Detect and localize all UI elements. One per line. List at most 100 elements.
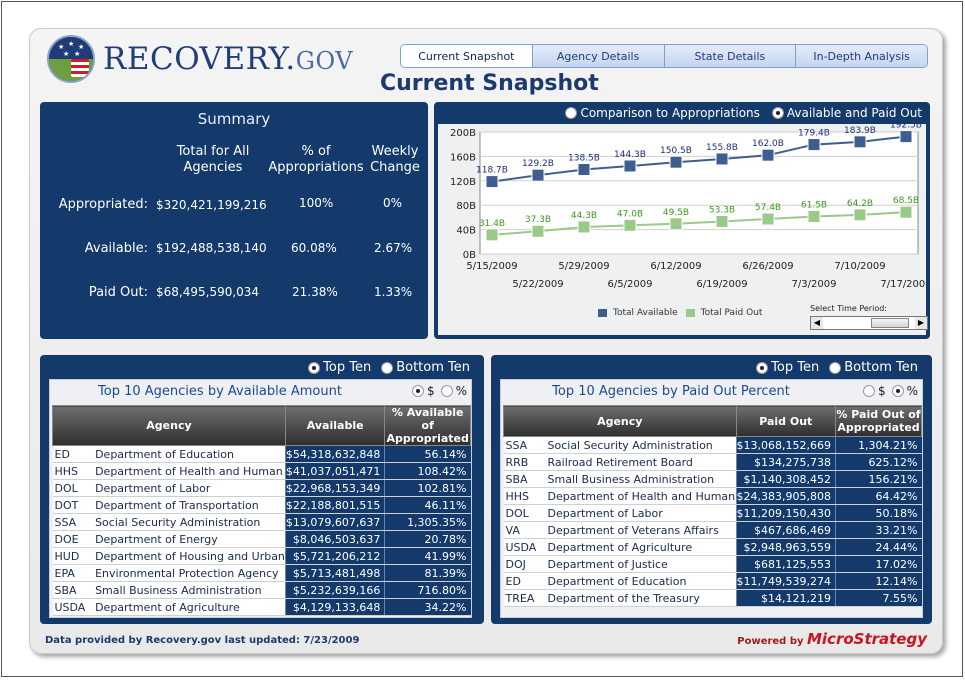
scroll-right-icon[interactable]: ▶ bbox=[915, 317, 927, 329]
table-row[interactable]: SBA Small Business Administration $5,232,6… bbox=[52, 581, 471, 599]
scroll-left-icon[interactable]: ◀ bbox=[811, 317, 823, 329]
x-tick-label: 7/10/2009 bbox=[834, 261, 885, 272]
table-row[interactable]: USDA Department of Agriculture $2,948,963,… bbox=[503, 538, 922, 556]
radio-comparison-appropriations[interactable]: Comparison to Appropriations bbox=[565, 106, 760, 120]
x-tick-label: 5/29/2009 bbox=[558, 261, 609, 272]
data-label: 144.3B bbox=[614, 150, 646, 160]
radio-top-ten[interactable]: Top Ten bbox=[308, 360, 371, 375]
percent-cell: 102.81% bbox=[384, 479, 471, 497]
percent-cell: 17.02% bbox=[835, 555, 922, 573]
table-row[interactable]: ED Department of Education $11,749,539,274… bbox=[503, 572, 922, 590]
x-tick-label: 7/3/2009 bbox=[792, 279, 837, 290]
x-tick-label: 6/26/2009 bbox=[742, 261, 793, 272]
table-row[interactable]: ED Department of Education $54,318,632,848… bbox=[52, 445, 471, 463]
tab-in-depth-analysis[interactable]: In-Depth Analysis bbox=[795, 45, 927, 67]
x-tick-label: 6/5/2009 bbox=[608, 279, 653, 290]
percent-cell: 716.80% bbox=[384, 581, 471, 599]
amount-cell: $5,721,206,212 bbox=[284, 547, 385, 565]
y-tick-label: 120B bbox=[450, 177, 476, 188]
y-tick-label: 200B bbox=[450, 128, 476, 139]
data-point bbox=[531, 168, 545, 182]
amount-cell: $22,968,153,349 bbox=[284, 479, 385, 497]
col-agency[interactable]: Agency bbox=[503, 405, 737, 437]
data-label: 129.2B bbox=[522, 159, 554, 169]
table-row[interactable]: SSA Social Security Administration $13,068… bbox=[503, 436, 922, 454]
header-weekly-change: Weekly Change bbox=[370, 144, 420, 175]
y-tick-label: 0B bbox=[463, 250, 476, 261]
agency-name: Social Security Administration bbox=[545, 436, 737, 454]
agency-name: Department of Transportation bbox=[93, 496, 286, 514]
table-row[interactable]: DOL Department of Labor $11,209,150,430 50.… bbox=[503, 504, 922, 522]
data-point bbox=[807, 138, 821, 152]
percent-cell: 81.39% bbox=[384, 564, 471, 582]
table-row[interactable]: EPA Environmental Protection Agency $5,713… bbox=[52, 564, 471, 582]
radio-format-percent[interactable]: % bbox=[440, 384, 467, 398]
table-row[interactable]: HHS Department of Health and Human $24,383… bbox=[503, 487, 922, 505]
agency-name: Small Business Administration bbox=[545, 470, 737, 488]
table-row[interactable]: USDA Department of Agriculture $4,129,133,… bbox=[52, 598, 471, 616]
table-row[interactable]: SBA Small Business Administration $1,140,3… bbox=[503, 470, 922, 488]
series-line bbox=[491, 211, 907, 236]
powered-by[interactable]: Powered by MicroStrategy bbox=[737, 630, 927, 648]
scroll-thumb[interactable] bbox=[871, 318, 909, 328]
radio-bottom-ten[interactable]: Bottom Ten bbox=[381, 360, 470, 375]
agency-code: SBA bbox=[503, 470, 546, 488]
table-row[interactable]: DOE Department of Energy $8,046,503,637 20.… bbox=[52, 530, 471, 548]
data-point bbox=[715, 214, 729, 228]
tab-agency-details[interactable]: Agency Details bbox=[531, 45, 664, 67]
time-period-scrollbar[interactable]: ◀ ▶ bbox=[810, 316, 928, 330]
agency-name: Department of Housing and Urban bbox=[93, 547, 286, 565]
data-label: 150.5B bbox=[660, 146, 692, 156]
radio-format-dollar[interactable]: $ bbox=[862, 384, 886, 398]
radio-format-dollar[interactable]: $ bbox=[411, 384, 435, 398]
radio-bottom-ten[interactable]: Bottom Ten bbox=[829, 360, 918, 375]
data-point bbox=[807, 209, 821, 223]
percent-cell: 56.14% bbox=[384, 445, 471, 463]
agency-name: Small Business Administration bbox=[93, 581, 286, 599]
table-row[interactable]: SSA Social Security Administration $13,079… bbox=[52, 513, 471, 531]
table-row[interactable]: DOJ Department of Justice $681,125,553 17.0… bbox=[503, 555, 922, 573]
tab-state-details[interactable]: State Details bbox=[663, 45, 796, 67]
recovery-logo[interactable]: ★ ★ ★ ★ ★ RECOVERY.GOV bbox=[47, 35, 353, 83]
table-row[interactable]: TREA Department of the Treasury $14,121,21… bbox=[503, 589, 922, 607]
radio-format-percent[interactable]: % bbox=[891, 384, 918, 398]
percent-cell: 1,304.21% bbox=[835, 436, 922, 454]
col-paid-out[interactable]: Paid Out bbox=[735, 405, 837, 437]
tab-current-snapshot[interactable]: Current Snapshot bbox=[401, 45, 532, 67]
agency-name: Social Security Administration bbox=[93, 513, 286, 531]
agency-name: Railroad Retirement Board bbox=[545, 453, 737, 471]
available-topbottom-radios: Top Ten Bottom Ten bbox=[308, 360, 470, 375]
amount-cell: $14,121,219 bbox=[735, 589, 836, 607]
value-paid-weekly: 1.33% bbox=[374, 285, 413, 299]
legend-total-paid: Total Paid Out bbox=[685, 308, 762, 318]
table-row[interactable]: RRB Railroad Retirement Board $134,275,738… bbox=[503, 453, 922, 471]
header-total: Total for All Agencies bbox=[176, 144, 250, 175]
col-pct-paid[interactable]: % Paid Out of Appropriated bbox=[835, 405, 922, 437]
amount-cell: $41,037,051,471 bbox=[284, 462, 385, 480]
table-row[interactable]: VA Department of Veterans Affairs $467,686… bbox=[503, 521, 922, 539]
radio-available-paid-out[interactable]: Available and Paid Out bbox=[771, 106, 922, 120]
table-row[interactable]: DOT Department of Transportation $22,188,8… bbox=[52, 496, 471, 514]
agency-name: Department of Education bbox=[545, 572, 737, 590]
radio-top-ten[interactable]: Top Ten bbox=[756, 360, 819, 375]
agency-code: HHS bbox=[52, 462, 94, 480]
agency-code: TREA bbox=[503, 589, 546, 607]
table-row[interactable]: DOL Department of Labor $22,968,153,349 102… bbox=[52, 479, 471, 497]
data-point bbox=[669, 155, 683, 169]
amount-cell: $134,275,738 bbox=[735, 453, 836, 471]
data-point bbox=[577, 163, 591, 177]
data-label: 53.3B bbox=[709, 205, 735, 215]
table-row[interactable]: HHS Department of Health and Human $41,037… bbox=[52, 462, 471, 480]
col-available[interactable]: Available bbox=[284, 405, 386, 446]
percent-cell: 46.11% bbox=[384, 496, 471, 514]
agency-code: EPA bbox=[52, 564, 94, 582]
agency-code: ED bbox=[52, 445, 94, 463]
data-point bbox=[853, 208, 867, 222]
amount-cell: $2,948,963,559 bbox=[735, 538, 836, 556]
data-point bbox=[577, 220, 591, 234]
table-row[interactable]: HUD Department of Housing and Urban $5,721… bbox=[52, 547, 471, 565]
col-agency[interactable]: Agency bbox=[52, 405, 286, 446]
percent-cell: 33.21% bbox=[835, 521, 922, 539]
agency-code: DOL bbox=[503, 504, 546, 522]
col-pct-available[interactable]: % Available of Appropriated bbox=[384, 405, 471, 446]
